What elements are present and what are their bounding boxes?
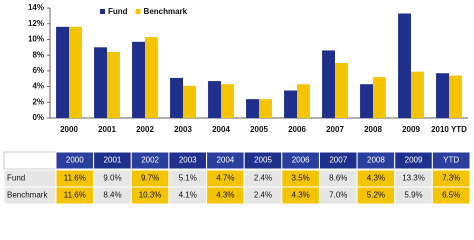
y-tick-label: 4% (32, 82, 44, 91)
x-tick-label: 2009 (402, 125, 420, 134)
bar (411, 71, 424, 118)
chart: 0% 2% 4% 6% 8% 10% 12% 14% 2000 2001 2002 2003 2004 2… (3, 3, 471, 205)
y-tick-label: 12% (28, 19, 44, 28)
header-text: 2004 (216, 156, 234, 165)
bar (56, 26, 69, 118)
cell-text: 4.7% (216, 174, 234, 183)
bar (449, 75, 462, 118)
bar (170, 77, 183, 118)
cell-text: 8.6% (329, 174, 347, 183)
x-tick-label: 2005 (250, 125, 268, 134)
header-text: 2001 (104, 156, 122, 165)
cell-text: 2.4% (254, 191, 272, 200)
cell-text: 7.0% (329, 191, 347, 200)
cell-text: 11.6% (64, 191, 86, 200)
cell-text: 13.3% (402, 174, 425, 183)
bar (360, 84, 373, 118)
bar (132, 41, 145, 118)
bar (373, 77, 386, 118)
cell-text: 9.7% (141, 174, 159, 183)
header-text: 2007 (329, 156, 347, 165)
cell-text: 5.9% (404, 191, 422, 200)
x-tick-label: 2000 (60, 125, 78, 134)
cell-text: 10.3% (139, 191, 162, 200)
cell-text: 11.6% (64, 174, 86, 183)
bar (322, 50, 335, 118)
cell-text: 8.4% (103, 191, 121, 200)
row-label: Benchmark (7, 191, 48, 200)
x-tick-label: 2004 (212, 125, 230, 134)
y-tick-label: 14% (28, 3, 44, 12)
bar (297, 84, 310, 118)
bar (69, 26, 82, 118)
legend-label: Benchmark (144, 7, 188, 16)
bar (145, 37, 158, 119)
bar (94, 47, 107, 118)
bar (183, 85, 196, 118)
bar (107, 52, 120, 118)
y-tick-label: 0% (32, 113, 44, 122)
bar (221, 84, 234, 118)
header-text: 2000 (66, 156, 84, 165)
header-text: 2006 (292, 156, 310, 165)
cell-text: 7.3% (442, 174, 460, 183)
x-tick-label: 2001 (98, 125, 116, 134)
legend-swatch (100, 9, 105, 14)
y-tick-label: 2% (32, 97, 44, 106)
header-text: YTD (443, 156, 459, 165)
bar (436, 73, 449, 118)
header-cell (431, 151, 471, 170)
bar (284, 90, 297, 118)
header-text: 2008 (367, 156, 385, 165)
x-tick-label: 2010 YTD (431, 125, 467, 134)
header-text: 2005 (254, 156, 272, 165)
bar (208, 81, 221, 118)
bar (259, 99, 272, 118)
cell-text: 5.2% (367, 191, 385, 200)
cell-text: 2.4% (254, 174, 272, 183)
x-tick-label: 2006 (288, 125, 306, 134)
cell-text: 6.5% (442, 191, 460, 200)
x-tick-label: 2008 (364, 125, 382, 134)
bar (398, 13, 411, 118)
cell-text: 4.3% (216, 191, 234, 200)
cell-text: 4.3% (292, 191, 310, 200)
x-tick-label: 2002 (136, 125, 154, 134)
cell-text: 9.0% (103, 174, 121, 183)
header-text: 2009 (405, 156, 423, 165)
legend-label: Fund (108, 7, 128, 16)
cell-text: 5.1% (179, 174, 197, 183)
cell-text: 4.3% (367, 174, 385, 183)
bar (335, 63, 348, 118)
y-tick-label: 10% (28, 35, 44, 44)
table-corner (3, 151, 57, 170)
header-text: 2003 (179, 156, 197, 165)
cell-text: 3.5% (292, 174, 310, 183)
y-tick-label: 6% (32, 66, 44, 75)
row-label: Fund (7, 174, 25, 183)
table-cell (431, 186, 471, 205)
legend-swatch (135, 9, 141, 14)
x-tick-label: 2003 (174, 125, 192, 134)
bar (246, 99, 259, 118)
x-tick-label: 2007 (326, 125, 344, 134)
header-text: 2002 (141, 156, 159, 165)
cell-text: 4.1% (179, 191, 197, 200)
y-tick-label: 8% (32, 50, 44, 59)
